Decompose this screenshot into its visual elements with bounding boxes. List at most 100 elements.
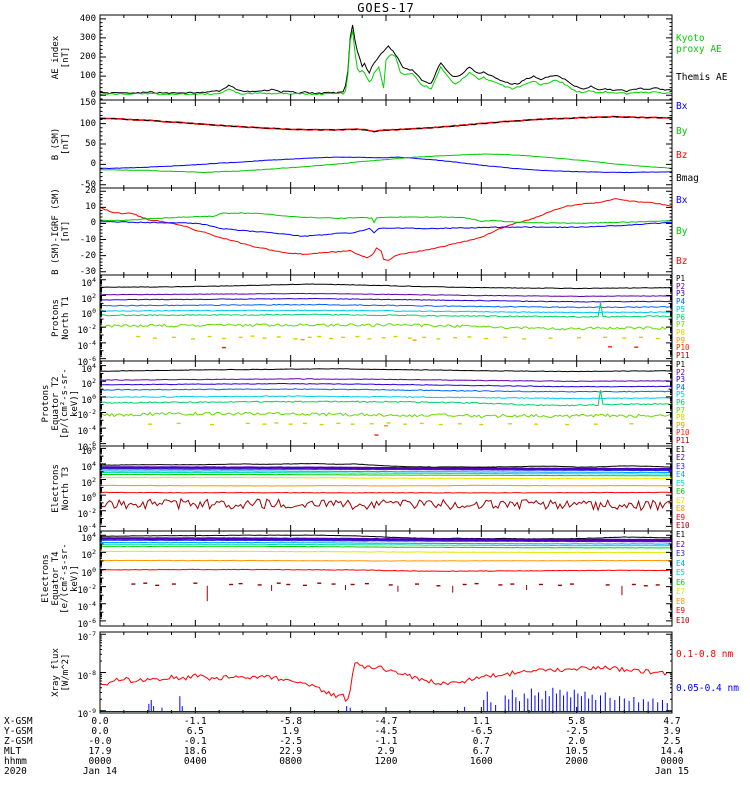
axis-row-label-2020: 2020 <box>4 766 27 777</box>
y-tick-label: -30 <box>79 266 96 277</box>
axis-value: 22.9 <box>279 746 303 757</box>
y-tick-label: 10-4 <box>77 599 96 613</box>
legend-item-p9: P9 <box>676 420 686 430</box>
axis-value: 5.8 <box>568 716 586 727</box>
legend-item-0.05-0.4-nm: 0.05-0.4 nm <box>676 682 739 694</box>
legend-item-e7: E7 <box>676 495 686 505</box>
axis-row-label-x-gsm: X-GSM <box>4 716 33 727</box>
axis-value: Jan 14 <box>82 766 118 777</box>
axis-value: 10.5 <box>565 746 589 757</box>
y-tick-label: 104 <box>81 459 96 473</box>
legend-item-e1: E1 <box>676 445 686 454</box>
axis-value: 1.1 <box>472 716 490 727</box>
legend-item-bmag: Bmag <box>676 173 699 185</box>
axis-value: 1.9 <box>282 726 300 737</box>
y-tick-label: 10-8 <box>77 668 96 682</box>
legend-item-by: By <box>676 125 688 137</box>
y-tick-label: 200 <box>79 52 96 63</box>
axis-value: 2.5 <box>663 736 681 747</box>
axis-value: -4.7 <box>374 716 398 727</box>
y-tick-label: 10-2 <box>77 582 96 596</box>
y-tick-label: 100 <box>79 71 96 82</box>
legend-item-p7: P7 <box>676 405 686 415</box>
y-tick-label: 100 <box>81 491 96 505</box>
legend-item-e2: E2 <box>676 453 686 463</box>
legend-item-e5: E5 <box>676 568 686 578</box>
y-tick-label: -20 <box>79 250 96 261</box>
axis-value: 1200 <box>374 756 398 767</box>
y-tick-label: 100 <box>81 565 96 579</box>
axis-value: 0400 <box>183 756 207 767</box>
y-axis-title: AE index [nT] <box>51 35 71 80</box>
legend-item-e8: E8 <box>676 504 686 514</box>
legend-item-p6: P6 <box>676 312 686 322</box>
legend-item-p7: P7 <box>676 320 686 330</box>
y-axis-title: Electrons Equator T4 [e/(cm²-s-sr-keV)] <box>41 543 80 614</box>
y-tick-label: 102 <box>81 548 96 562</box>
legend-item-e5: E5 <box>676 478 686 488</box>
y-axis-title: Protons North T1 <box>51 296 71 340</box>
y-tick-label: 10-4 <box>77 522 96 536</box>
legend-item-p3: P3 <box>676 375 686 385</box>
axis-value: 14.4 <box>660 746 684 757</box>
legend-item-0.1-0.8-nm: 0.1-0.8 nm <box>676 648 734 660</box>
legend-item-e2: E2 <box>676 539 686 549</box>
axis-value: 2.0 <box>568 736 586 747</box>
legend-item-bz: Bz <box>676 149 688 161</box>
legend-item-p6: P6 <box>676 398 686 407</box>
legend-item-e8: E8 <box>676 596 686 606</box>
y-tick-label: 10-7 <box>77 630 96 644</box>
axis-value: -2.5 <box>279 736 303 747</box>
legend-item-p9: P9 <box>676 335 686 345</box>
y-axis-title: B (SM)-IGRF (SM) [nT] <box>51 188 71 275</box>
legend-item-bx: Bx <box>676 195 688 207</box>
legend-item-e10: E10 <box>676 521 690 530</box>
legend-item-p10: P10 <box>676 428 690 438</box>
axis-value: 0800 <box>279 756 303 767</box>
legend-item-p1: P1 <box>676 360 686 369</box>
y-tick-label: 10-4 <box>77 424 96 438</box>
axis-value: 1600 <box>469 756 493 767</box>
legend-item-e7: E7 <box>676 587 686 597</box>
legend-item-by: By <box>676 225 688 237</box>
legend-item-e9: E9 <box>676 606 686 616</box>
axis-value: 6.7 <box>472 746 490 757</box>
page-title: GOES-17 <box>357 1 415 15</box>
legend-item-p11: P11 <box>676 436 690 445</box>
y-tick-label: 10-6 <box>77 616 96 630</box>
axis-row-label-z-gsm: Z-GSM <box>4 736 33 747</box>
axis-value: -0.0 <box>88 736 112 747</box>
legend-item-p2: P2 <box>676 281 686 291</box>
y-tick-label: 0 <box>90 90 96 101</box>
y-tick-label: 100 <box>81 392 96 406</box>
axis-value: 6.5 <box>186 726 204 737</box>
axis-value: 2.9 <box>377 746 395 757</box>
legend-item-p5: P5 <box>676 390 686 400</box>
legend-item-e3: E3 <box>676 461 686 471</box>
axis-value: -6.5 <box>469 726 493 737</box>
axis-value: 0.7 <box>472 736 490 747</box>
axis-value: -2.5 <box>565 726 589 737</box>
axis-value: 4.7 <box>663 716 681 727</box>
axis-value: 0000 <box>88 756 112 767</box>
y-tick-label: 100 <box>81 307 96 321</box>
axis-value: -0.1 <box>183 736 207 747</box>
y-tick-label: 150 <box>79 98 96 109</box>
axis-row-label-mlt: MLT <box>4 746 22 757</box>
legend-item-p8: P8 <box>676 413 686 423</box>
y-tick-label: 104 <box>81 531 96 545</box>
y-axis-title: B (SM) [nT] <box>51 127 71 161</box>
y-tick-label: -10 <box>79 234 96 245</box>
legend-item-e9: E9 <box>676 512 686 522</box>
y-axis-title: Xray flux [W/m^2] <box>51 648 71 697</box>
legend-item-p2: P2 <box>676 367 686 377</box>
axis-value: 3.9 <box>663 726 681 737</box>
y-tick-label: 300 <box>79 32 96 43</box>
axis-value: -5.8 <box>279 716 303 727</box>
axis-value: 17.9 <box>88 746 112 757</box>
legend-item-p4: P4 <box>676 382 686 392</box>
axis-value: 0.0 <box>91 716 109 727</box>
y-tick-label: 10-6 <box>77 439 96 453</box>
axis-row-label-hhmm: hhmm <box>4 756 27 767</box>
